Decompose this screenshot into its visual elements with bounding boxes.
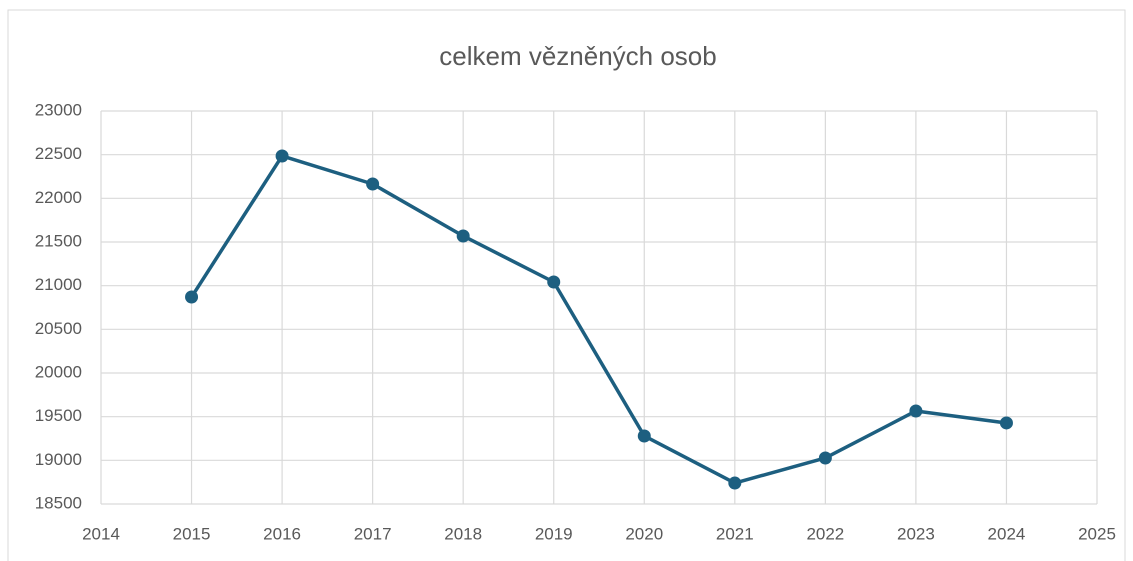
x-tick-label: 2019 — [535, 524, 573, 543]
y-tick-label: 22500 — [35, 144, 82, 163]
y-tick-label: 18500 — [35, 493, 82, 512]
x-tick-label: 2016 — [263, 524, 301, 543]
y-tick-label: 21500 — [35, 231, 82, 250]
data-point — [909, 404, 923, 418]
y-tick-label: 22000 — [35, 188, 82, 207]
data-point — [999, 416, 1013, 430]
data-point — [637, 429, 651, 443]
x-tick-label: 2017 — [354, 524, 392, 543]
x-tick-label: 2014 — [82, 524, 120, 543]
y-tick-label: 20500 — [35, 319, 82, 338]
data-point — [456, 229, 470, 243]
x-tick-label: 2015 — [173, 524, 211, 543]
y-tick-label: 19000 — [35, 450, 82, 469]
x-tick-label: 2025 — [1078, 524, 1116, 543]
data-point — [728, 476, 742, 490]
chart-title: celkem vězněných osob — [439, 41, 716, 71]
y-tick-label: 21000 — [35, 275, 82, 294]
data-point — [185, 290, 199, 304]
x-tick-label: 2023 — [897, 524, 935, 543]
data-line — [190, 154, 1007, 485]
data-point — [366, 177, 380, 191]
x-tick-label: 2018 — [444, 524, 482, 543]
x-tick-label: 2022 — [806, 524, 844, 543]
x-tick-label: 2021 — [716, 524, 754, 543]
y-tick-label: 19500 — [35, 406, 82, 425]
x-tick-label: 2024 — [988, 524, 1026, 543]
data-point — [818, 451, 832, 465]
y-tick-label: 23000 — [35, 100, 82, 119]
x-tick-label: 2020 — [625, 524, 663, 543]
data-point — [547, 275, 561, 289]
data-point — [275, 149, 289, 163]
y-tick-label: 20000 — [35, 362, 82, 381]
